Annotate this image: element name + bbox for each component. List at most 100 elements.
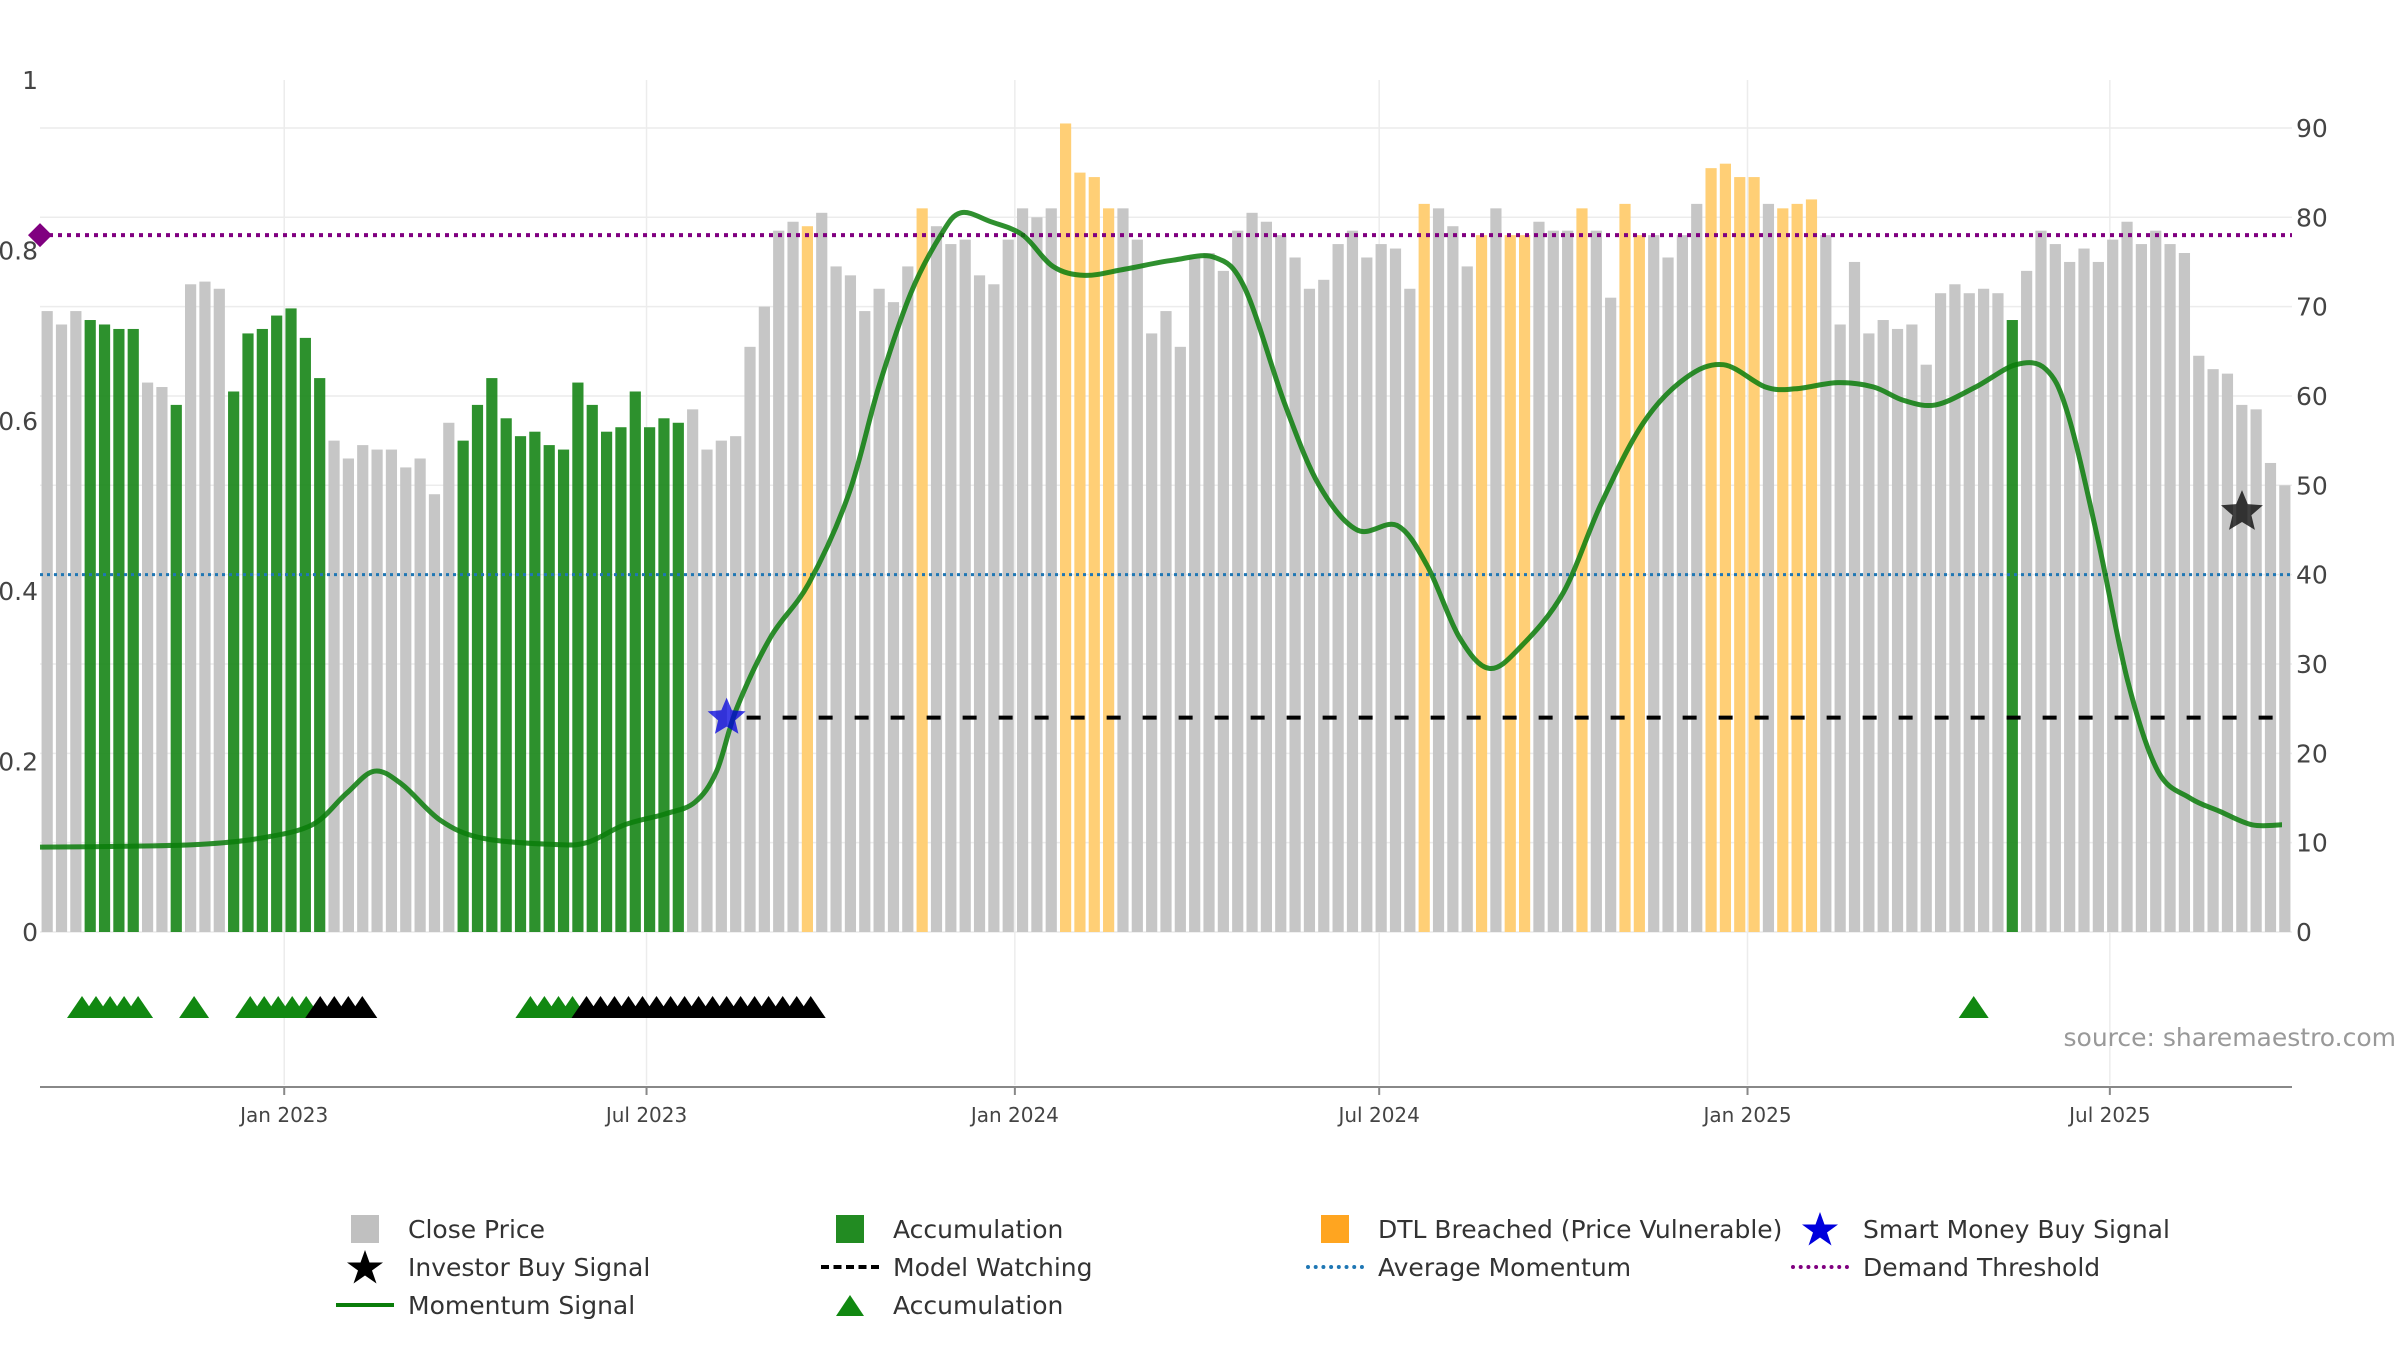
accumulation-bar: [457, 440, 469, 932]
accumulation-bar: [658, 418, 670, 932]
close-price-bar: [1318, 279, 1330, 932]
dtl-breached-bar: [1475, 235, 1488, 932]
close-price-bar: [1949, 284, 1961, 932]
accumulation-bar: [644, 427, 656, 932]
dtl-breached-bar: [1805, 199, 1818, 933]
close-price-bar: [1978, 288, 1990, 932]
close-price-bar: [2279, 485, 2291, 932]
legend: Close Price Accumulation DTL Breached (P…: [300, 1210, 2200, 1330]
close-price-bar: [357, 445, 369, 932]
close-price-bar: [773, 230, 785, 932]
triangle-icon: [836, 1295, 864, 1316]
close-price-bar: [1963, 293, 1975, 932]
left-tick-label: 0: [22, 918, 38, 947]
demand-threshold-marker: [28, 223, 52, 248]
close-price-bar: [2121, 221, 2133, 932]
close-price-bar: [400, 467, 412, 932]
close-price-bar: [1605, 297, 1617, 932]
close-price-bar: [1934, 293, 1947, 932]
close-price-bar: [1590, 230, 1602, 932]
accumulation-bar: [486, 378, 498, 932]
accumulation-bar: [84, 320, 96, 932]
legend-swatch-momentum-signal: [336, 1303, 394, 1307]
right-tick-label: 10: [2296, 829, 2328, 858]
close-price-bar: [859, 311, 871, 932]
left-tick-label: 0.2: [0, 748, 38, 777]
legend-label: Model Watching: [893, 1252, 1093, 1282]
legend-item-average-momentum: Average Momentum: [1300, 1248, 1631, 1286]
close-price-bar: [1045, 208, 1057, 932]
x-tick-label: Jul 2025: [2067, 1103, 2150, 1127]
close-price-bar: [55, 324, 68, 932]
close-price-bar: [1834, 324, 1846, 932]
close-price-bar: [973, 275, 986, 932]
close-price-bar: [1820, 235, 1832, 932]
close-price-bar: [1490, 208, 1502, 932]
legend-label: Accumulation: [893, 1214, 1064, 1244]
close-price-bar: [1016, 208, 1029, 932]
legend-swatch-average-momentum: [1306, 1265, 1364, 1269]
close-price-bar: [1375, 244, 1387, 932]
accumulation-bar: [600, 431, 613, 932]
accumulation-bar: [543, 445, 555, 932]
close-price-bar: [1662, 257, 1674, 932]
close-price-bar: [1361, 257, 1373, 932]
close-price-bars: [41, 123, 2291, 933]
legend-swatch-accumulation: [836, 1215, 864, 1243]
close-price-bar: [1533, 221, 1545, 932]
legend-swatch-dtl-breached: [1321, 1215, 1349, 1243]
legend-item-investor-buy-signal: Investor Buy Signal: [330, 1248, 650, 1286]
close-price-bar: [2021, 270, 2033, 932]
accumulation-bar: [271, 315, 283, 933]
accumulation-bar: [299, 337, 311, 932]
legend-label: DTL Breached (Price Vulnerable): [1378, 1214, 1783, 1244]
close-price-bar: [199, 281, 211, 932]
legend-item-close-price: Close Price: [330, 1210, 545, 1248]
accumulation-triangle: [179, 996, 210, 1018]
accumulation-bar: [471, 404, 484, 932]
close-price-bar: [1447, 226, 1459, 933]
close-price-bar: [213, 288, 225, 932]
close-price-bar: [2107, 239, 2119, 933]
accumulation-bar: [228, 391, 240, 932]
accumulation-bar: [557, 449, 570, 932]
signal-markers: [707, 490, 2263, 734]
close-price-bar: [2250, 409, 2262, 933]
close-price-bar: [887, 302, 900, 932]
close-price-bar: [1203, 253, 1215, 933]
legend-label: Accumulation: [893, 1290, 1064, 1320]
dtl-breached-bar: [1719, 163, 1732, 932]
close-price-bar: [371, 449, 383, 932]
close-price-bar: [70, 311, 82, 932]
smart-money-buy-signal-star: [707, 697, 746, 734]
close-price-bar: [1275, 235, 1287, 932]
right-tick-label: 50: [2296, 471, 2328, 500]
accumulation-triangle: [123, 996, 154, 1018]
accumulation-bar: [629, 391, 641, 932]
accumulation-bar: [500, 418, 512, 932]
close-price-bar: [758, 306, 770, 932]
close-price-bar: [414, 458, 426, 932]
right-tick-label: 90: [2296, 114, 2328, 143]
accumulation-bar: [285, 308, 297, 932]
legend-item-momentum-signal: Momentum Signal: [330, 1286, 635, 1324]
close-price-bar: [141, 382, 154, 933]
close-price-bar: [902, 266, 914, 932]
accumulation-bar: [529, 431, 541, 932]
close-price-bar: [787, 221, 799, 932]
close-price-bar: [1131, 239, 1143, 933]
accumulation-bar: [314, 378, 326, 932]
close-price-bar: [2078, 248, 2090, 932]
accumulation-bar: [514, 436, 527, 932]
close-price-bar: [1146, 333, 1158, 932]
legend-item-accumulation-triangle: Accumulation: [815, 1286, 1063, 1324]
close-price-bar: [1174, 346, 1186, 932]
legend-item-dtl-breached: DTL Breached (Price Vulnerable): [1300, 1210, 1782, 1248]
legend-label: Smart Money Buy Signal: [1863, 1214, 2170, 1244]
close-price-bar: [844, 275, 857, 932]
x-tick-label: Jan 2024: [969, 1103, 1059, 1127]
dtl-breached-bar: [1088, 177, 1100, 932]
close-price-bar: [1863, 333, 1875, 932]
right-tick-label: 0: [2296, 918, 2312, 947]
close-price-bar: [1160, 311, 1172, 932]
